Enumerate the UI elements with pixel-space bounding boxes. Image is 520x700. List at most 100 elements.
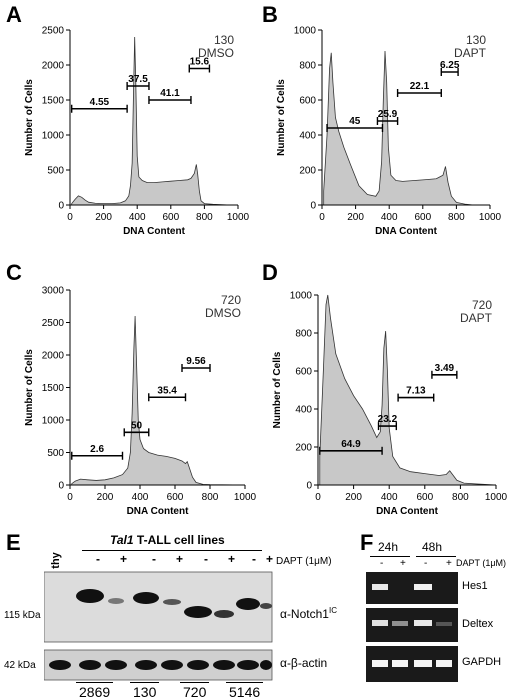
cell-line-label: 2869 bbox=[76, 682, 114, 700]
y-axis-label-c: Number of Cells bbox=[24, 349, 35, 426]
dapt-signs-row: - + - + - + - + bbox=[70, 552, 274, 568]
gel-sign: - bbox=[380, 558, 384, 569]
dapt-sign: + bbox=[228, 552, 236, 566]
annotation-line1-a: 130 bbox=[214, 33, 234, 47]
y-axis-label-a: Number of Cells bbox=[24, 79, 35, 156]
y-tick-label-d: 800 bbox=[295, 329, 312, 340]
gate-label-c: 35.4 bbox=[157, 385, 177, 396]
hes1-band-1 bbox=[372, 584, 388, 590]
actin-band-wt bbox=[49, 660, 71, 670]
y-tick-label-b: 400 bbox=[299, 131, 316, 142]
gapdh-band-3 bbox=[414, 660, 432, 667]
gel-image bbox=[366, 572, 458, 682]
gate-label-a: 37.5 bbox=[128, 74, 148, 85]
gene-deltex-label: Deltex bbox=[462, 618, 494, 630]
y-tick-label-c: 0 bbox=[58, 481, 64, 492]
cell-line-labels: 2869 130 720 5146 bbox=[76, 682, 276, 700]
y-tick-label-d: 200 bbox=[295, 443, 312, 454]
x-tick-label-c: 600 bbox=[167, 492, 184, 503]
y-tick-label-b: 1000 bbox=[294, 26, 317, 37]
gapdh-band-1 bbox=[372, 660, 388, 667]
annotation-line1-d: 720 bbox=[472, 298, 492, 312]
y-tick-label-c: 3000 bbox=[42, 286, 65, 297]
x-tick-label-c: 1000 bbox=[234, 492, 257, 503]
y-tick-label-c: 2000 bbox=[42, 351, 65, 362]
x-tick-label-a: 1000 bbox=[227, 212, 250, 223]
cell-line-label: 5146 bbox=[226, 682, 264, 700]
gel-sign: + bbox=[400, 558, 406, 569]
actin-band-8 bbox=[260, 660, 272, 670]
y-axis-label-b: Number of Cells bbox=[276, 79, 287, 156]
time-24h-label: 24h bbox=[378, 540, 399, 554]
histogram-c: 0 500 1000 1500 2000 2500 3000 0 200 400 600 800 100… bbox=[24, 286, 257, 518]
gapdh-band-4 bbox=[436, 660, 452, 667]
gate-label-b: 6.25 bbox=[440, 60, 460, 71]
notch-band-720-plus bbox=[214, 610, 234, 618]
y-tick-label-d: 400 bbox=[295, 405, 312, 416]
gene-gapdh-label: GAPDH bbox=[462, 656, 502, 668]
antibody-notch-label: α-Notch1IC bbox=[280, 606, 337, 621]
histogram-area-a bbox=[71, 36, 238, 206]
y-tick-label-d: 1000 bbox=[290, 291, 313, 302]
notch-bands bbox=[76, 589, 272, 618]
panel-letter-d: D bbox=[262, 260, 278, 285]
x-tick-label-a: 0 bbox=[67, 212, 73, 223]
x-tick-label-b: 200 bbox=[347, 212, 364, 223]
y-tick-label-c: 1000 bbox=[42, 416, 65, 427]
dapt-sign: + bbox=[266, 552, 274, 566]
notch-band-5146-plus bbox=[260, 603, 272, 609]
x-axis-label-d: DNA Content bbox=[376, 506, 439, 517]
histogram-a: 0 500 1000 1500 2000 2500 0 200 400 600 800 1000 DNA… bbox=[24, 26, 250, 238]
notch-band-2869-plus bbox=[108, 598, 124, 604]
x-tick-label-d: 800 bbox=[452, 492, 469, 503]
x-tick-label-d: 0 bbox=[315, 492, 321, 503]
gate-label-a: 4.55 bbox=[90, 97, 110, 108]
histogram-area-d bbox=[319, 294, 497, 486]
gel-dapt-label: DAPT (1μM) bbox=[456, 558, 507, 568]
gate-label-a: 41.1 bbox=[160, 88, 180, 99]
gate-label-b: 45 bbox=[349, 116, 361, 127]
gate-label-d: 3.49 bbox=[435, 363, 455, 374]
gate-label-a: 15.6 bbox=[190, 57, 210, 68]
annotation-line2-d: DAPT bbox=[460, 311, 493, 325]
actin-band-2 bbox=[105, 660, 127, 670]
time-48h-label: 48h bbox=[422, 540, 443, 554]
dapt-treatment-label: DAPT (1μM) bbox=[276, 556, 332, 567]
gate-label-c: 9.56 bbox=[186, 356, 206, 367]
cell-lines-title: Tal1 T-ALL cell lines bbox=[110, 533, 225, 547]
x-tick-label-d: 600 bbox=[416, 492, 433, 503]
gel-sign: - bbox=[424, 558, 428, 569]
dapt-sign: - bbox=[96, 552, 100, 566]
cell-lines-text: T-ALL cell lines bbox=[133, 533, 225, 547]
gate-label-c: 50 bbox=[131, 420, 143, 431]
x-axis-label-c: DNA Content bbox=[127, 506, 190, 517]
gate-label-b: 22.1 bbox=[410, 81, 430, 92]
x-axis-label-a: DNA Content bbox=[123, 226, 186, 237]
notch-blot-strip bbox=[44, 571, 273, 643]
histogram-b: 0 200 400 600 800 1000 0 200 400 600 800 1000 DNA Co… bbox=[276, 26, 502, 238]
y-tick-label-d: 0 bbox=[306, 481, 312, 492]
y-tick-label-c: 500 bbox=[47, 448, 64, 459]
gate-label-d: 23.2 bbox=[378, 414, 398, 425]
x-tick-label-b: 1000 bbox=[479, 212, 502, 223]
blot-strips bbox=[44, 571, 273, 681]
gapdh-band-2 bbox=[392, 660, 408, 667]
actin-band-4 bbox=[161, 660, 183, 670]
gene-hes1-label: Hes1 bbox=[462, 580, 488, 592]
antibody-actin-label: α-β-actin bbox=[280, 656, 328, 670]
y-tick-label-a: 1500 bbox=[42, 96, 65, 107]
notch-band-130-plus bbox=[163, 599, 181, 605]
actin-band-5 bbox=[187, 660, 209, 670]
gate-label-d: 7.13 bbox=[406, 386, 426, 397]
y-tick-label-b: 200 bbox=[299, 166, 316, 177]
actin-bands bbox=[49, 660, 272, 670]
deltex-band-2 bbox=[392, 621, 408, 626]
antibody-notch-text: α-Notch1 bbox=[280, 607, 329, 621]
gel-signs-row: - + - + bbox=[370, 558, 460, 572]
time-48h-underline bbox=[416, 556, 456, 557]
x-tick-label-c: 0 bbox=[67, 492, 73, 503]
cell-line-label: 720 bbox=[180, 682, 210, 700]
notch-band-130-minus bbox=[133, 592, 159, 604]
y-tick-label-a: 0 bbox=[58, 201, 64, 212]
